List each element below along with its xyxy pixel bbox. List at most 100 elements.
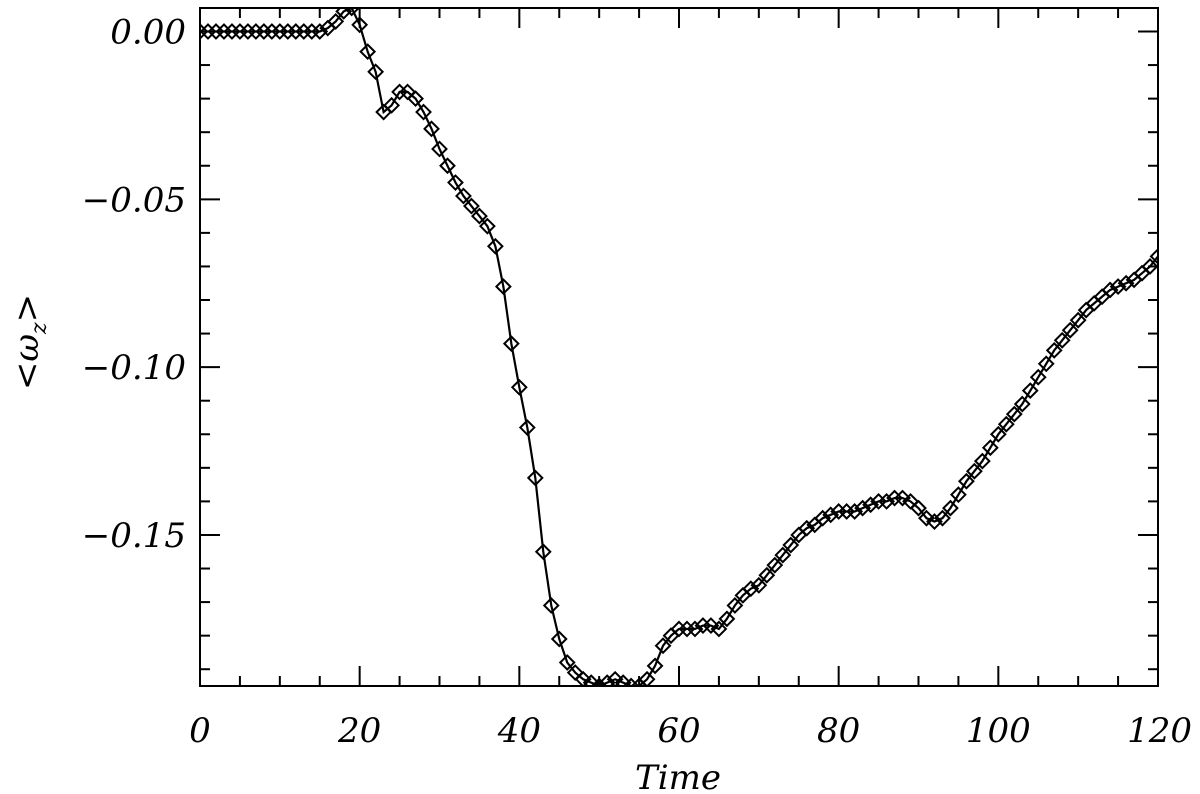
x-tick-label: 100 [966, 711, 1031, 751]
data-point [415, 103, 432, 121]
data-point [606, 670, 624, 686]
data-point [327, 13, 345, 30]
x-tick-label: 120 [1127, 711, 1192, 751]
data-point [486, 237, 504, 255]
data-point [814, 509, 832, 527]
x-tick-label: 40 [497, 711, 541, 751]
data-point [582, 674, 600, 686]
tick-labels: 0 20 40 60 80 100 120 0.00 −0.05 −0.10 −0.15 [82, 12, 1192, 751]
data-point [878, 492, 895, 510]
data-point [439, 157, 456, 175]
data-point [1013, 395, 1031, 413]
data-point [1061, 321, 1079, 339]
data-point [950, 486, 967, 504]
data-point [1109, 278, 1127, 295]
data-point [942, 499, 959, 517]
data-point [614, 674, 632, 686]
data-point [1029, 368, 1047, 386]
data-point [558, 654, 576, 671]
data-point [1045, 341, 1063, 359]
data-point [774, 546, 792, 564]
data-point [542, 597, 560, 614]
data-point [590, 677, 608, 686]
data-point [702, 617, 720, 634]
y-axis-label-left: < [7, 362, 47, 391]
x-tick-label: 80 [817, 711, 860, 751]
data-point [997, 415, 1015, 433]
data-point [1117, 274, 1135, 292]
data-point [822, 506, 840, 524]
data-point [718, 610, 736, 628]
data-point [518, 419, 536, 436]
data-point [957, 472, 975, 490]
data-point [965, 462, 983, 480]
y-axis-label: <ωz> [7, 294, 52, 390]
data-point [502, 335, 520, 353]
data-point [534, 543, 552, 561]
data-point [343, 8, 361, 17]
data-point [742, 580, 760, 598]
data-point [431, 140, 448, 158]
data-point [750, 576, 768, 594]
data-point [766, 556, 784, 574]
data-point [383, 96, 401, 114]
data-point [910, 499, 927, 517]
data-point [478, 217, 496, 235]
y-tick-label: −0.05 [82, 180, 186, 220]
y-axis-label-subscript: z [27, 322, 52, 335]
y-tick-label: −0.15 [82, 516, 186, 556]
data-point [463, 197, 480, 215]
data-point [311, 23, 329, 40]
data-point [598, 674, 616, 686]
data-point [710, 620, 728, 638]
x-axis-label: Time [635, 758, 721, 794]
data-point [1141, 258, 1158, 275]
data-point [351, 16, 369, 34]
data-point [894, 489, 911, 507]
data-point [455, 187, 472, 205]
data-point [926, 513, 943, 530]
data-point [973, 452, 991, 470]
data-point [854, 499, 872, 517]
data-point [423, 120, 440, 138]
y-axis-label-right: > [7, 294, 47, 323]
data-point [846, 503, 864, 520]
data-point [510, 378, 528, 396]
data-point [550, 630, 568, 648]
plot-area [200, 8, 1158, 686]
y-axis-label-symbol: ω [7, 334, 47, 362]
data-point [758, 566, 776, 584]
y-tick-label: 0.00 [110, 12, 186, 52]
data-point [782, 536, 800, 554]
data-point [862, 496, 880, 514]
data-point [798, 519, 816, 537]
data-point [471, 207, 488, 225]
data-point [526, 469, 544, 487]
data-point [359, 43, 377, 61]
data-point [335, 8, 353, 20]
data-point [574, 670, 592, 686]
data-point [1069, 311, 1087, 329]
data-point [981, 439, 999, 457]
data-point [638, 670, 656, 686]
data-point [1037, 355, 1055, 373]
data-point [1149, 247, 1158, 265]
data-point [1005, 405, 1023, 423]
data-point [989, 425, 1007, 443]
data-point [1101, 281, 1119, 299]
data-point [918, 509, 935, 527]
data-point [407, 90, 424, 108]
data-point [726, 597, 744, 614]
data-point [934, 509, 951, 527]
data-point [686, 620, 704, 638]
data-point [494, 278, 512, 295]
y-tick-label: −0.10 [82, 348, 186, 388]
data-point [367, 63, 385, 81]
x-tick-label: 20 [337, 711, 381, 751]
x-tick-label: 60 [657, 711, 700, 751]
axis-ticks [199, 8, 1159, 686]
data-point [447, 174, 464, 191]
x-tick-label: 0 [189, 711, 211, 751]
